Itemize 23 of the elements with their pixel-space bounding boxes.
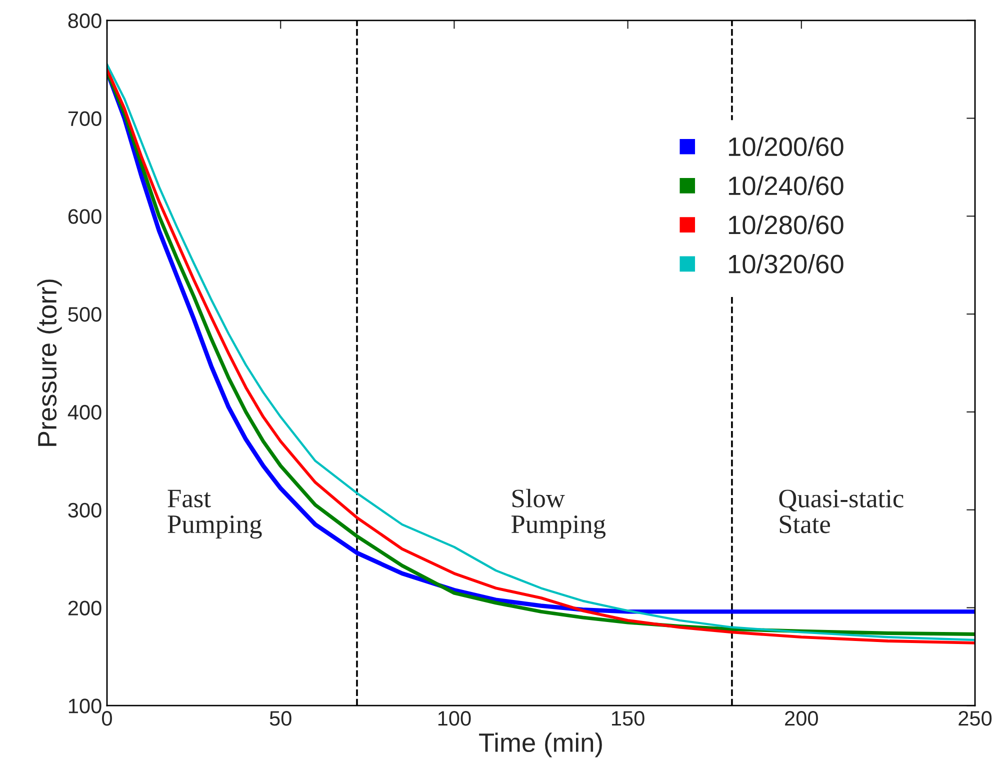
x-tick-label: 250 [958,711,992,726]
legend-label: 10/240/60 [728,176,844,196]
annotation: Fast Pumping [168,490,262,539]
y-tick-label: 300 [68,502,102,518]
y-axis-title: Pressure (torr) [37,280,62,446]
y-tick-label: 400 [68,404,102,420]
x-tick-label: 50 [270,711,292,726]
annotation: Quasi-static State [779,490,904,534]
x-tick-label: 200 [785,711,818,726]
x-tick-label: 0 [102,711,112,726]
x-tick-label: 100 [438,711,471,726]
y-tick-label: 800 [68,13,102,28]
legend-label: 10/280/60 [728,214,844,234]
y-tick-label: 500 [68,307,102,322]
legend-label: 10/200/60 [728,136,844,156]
legend-label: 10/320/60 [728,254,844,274]
y-tick-label: 100 [68,698,102,714]
x-tick-label: 150 [612,711,644,726]
x-axis-title: Time (min) [479,732,602,758]
annotation: Slow Pumping [511,488,606,539]
y-tick-label: 600 [68,209,102,224]
y-tick-label: 200 [68,600,102,616]
y-tick-label: 700 [68,111,102,126]
